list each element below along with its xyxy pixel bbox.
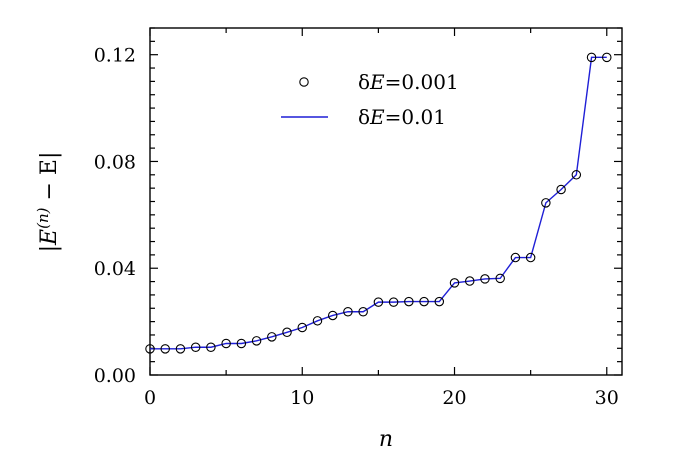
data-point-1 [449,278,460,288]
data-point-1 [419,296,429,307]
x-axis-label: n [379,427,393,452]
data-point-1 [145,344,155,354]
series-line-2 [150,56,607,350]
axis-ticks [149,27,622,376]
x-tick-label: 10 [290,387,314,409]
data-point-1 [525,252,536,263]
data-point-1 [556,184,566,195]
data-point-1 [160,344,170,354]
data-point-1 [251,336,262,346]
data-point-1 [236,338,247,349]
data-point-1 [190,342,201,352]
legend-marker-series-1 [299,77,309,87]
data-point-1 [571,170,582,180]
y-tick-label: 0.08 [94,151,136,173]
data-point-1 [343,306,353,317]
data-point-1 [221,338,231,349]
y-tick-label: 0.04 [94,258,136,280]
y-axis-label: |E(n) − E| [34,152,62,253]
y-tick-label: 0.00 [94,365,136,387]
data-point-1 [404,296,414,307]
data-point-1 [464,276,475,286]
data-point-1 [541,198,551,208]
data-point-1 [312,316,323,326]
x-tick-label: 0 [144,387,156,409]
data-point-1 [373,297,384,307]
data-point-1 [282,327,292,338]
data-point-1 [388,297,399,307]
y-tick-labels: 0.00 0.04 0.08 0.12 [94,45,136,387]
x-tick-labels: 0 10 20 30 [144,387,619,409]
y-tick-label: 0.12 [94,45,136,67]
data-point-1 [267,332,277,342]
data-point-1 [297,322,308,333]
data-point-1 [510,252,521,263]
x-tick-label: 30 [595,387,619,409]
data-point-1 [434,296,445,307]
legend-label-series-1: δE=0.001 [358,70,459,94]
data-point-1 [206,342,216,352]
data-point-1 [495,273,505,284]
x-tick-label: 20 [442,387,466,409]
legend-label-series-2: δE=0.01 [358,105,446,129]
data-point-1 [602,52,612,63]
data-point-1 [586,52,597,63]
data-point-1 [327,310,338,321]
data-point-1 [358,306,368,317]
data-point-1 [480,274,490,284]
data-point-1 [175,344,186,354]
legend: δE=0.001 δE=0.01 [281,70,459,129]
series-layer [145,52,612,354]
